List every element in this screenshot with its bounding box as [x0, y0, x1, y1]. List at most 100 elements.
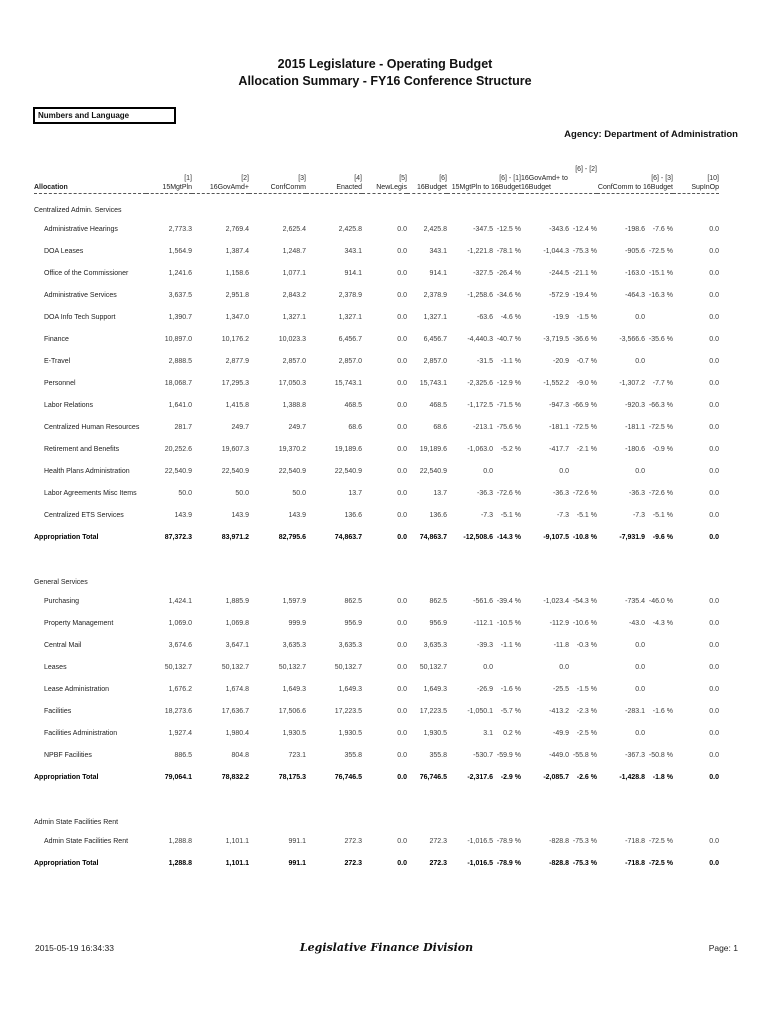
table-header: Allocation [1] 15MgtPln [2] 16GovAmd+ [3… — [34, 165, 736, 194]
cell-pct-2: -1.5 % — [576, 313, 597, 321]
cell-16budget: 13.7 — [433, 489, 447, 497]
cell-pct-3: -72.5 % — [648, 247, 673, 255]
cell-16budget: 76,746.5 — [419, 773, 447, 781]
cell-15mgtpln: 1,564.9 — [168, 247, 192, 255]
cell-pct-3: -1.6 % — [652, 707, 673, 715]
cell-diff-2: -1,044.3 — [543, 247, 569, 255]
cell-15mgtpln: 1,424.1 — [168, 597, 192, 605]
table-row: Retirement and Benefits 20,252.6 19,607.3 1… — [34, 438, 736, 460]
cell-supinop: 0.0 — [709, 619, 719, 627]
cell-15mgtpln: 50,132.7 — [164, 663, 192, 671]
cell-16govamd: 19,607.3 — [221, 445, 249, 453]
cell-16govamd: 17,636.7 — [221, 707, 249, 715]
cell-16budget: 862.5 — [429, 597, 447, 605]
cell-diff-2: 0.0 — [559, 467, 569, 475]
cell-pct-1: -59.9 % — [496, 751, 521, 759]
cell-newlegis: 0.0 — [397, 247, 407, 255]
table-row: Property Management 1,069.0 1,069.8 999.9 95… — [34, 612, 736, 634]
cell-pct-1: -75.6 % — [496, 423, 521, 431]
cell-diff-2: -244.5 — [549, 269, 569, 277]
table-row: Centralized Human Resources 281.7 249.7 249… — [34, 416, 736, 438]
cell-pct-1: -39.4 % — [496, 597, 521, 605]
cell-pct-1: -12.5 % — [496, 225, 521, 233]
cell-supinop: 0.0 — [709, 467, 719, 475]
row-label: Health Plans Administration — [44, 467, 130, 475]
cell-16govamd: 1,101.1 — [225, 859, 249, 867]
cell-16budget: 468.5 — [429, 401, 447, 409]
cell-diff-2: -36.3 — [553, 489, 569, 497]
cell-enacted: 136.6 — [344, 511, 362, 519]
cell-16budget: 50,132.7 — [419, 663, 447, 671]
cell-diff-1: -1,258.6 — [467, 291, 493, 299]
cell-supinop: 0.0 — [709, 247, 719, 255]
cell-diff-2: -828.8 — [549, 859, 569, 867]
cell-diff-1: -2,325.6 — [467, 379, 493, 387]
cell-supinop: 0.0 — [709, 445, 719, 453]
cell-16govamd: 1,158.6 — [225, 269, 249, 277]
cell-supinop: 0.0 — [709, 357, 719, 365]
cell-pct-2: -55.8 % — [572, 751, 597, 759]
cell-newlegis: 0.0 — [397, 685, 407, 693]
cell-diff-2: -947.3 — [549, 401, 569, 409]
cell-16budget: 19,189.6 — [419, 445, 447, 453]
cell-diff-3: -718.8 — [625, 859, 645, 867]
cell-15mgtpln: 1,069.0 — [168, 619, 192, 627]
cell-15mgtpln: 10,897.0 — [164, 335, 192, 343]
header-15mgtpln: [1] 15MgtPln — [146, 165, 192, 194]
cell-enacted: 1,930.5 — [338, 729, 362, 737]
row-label: Administrative Hearings — [44, 225, 118, 233]
cell-newlegis: 0.0 — [397, 533, 407, 541]
cell-16budget: 2,378.9 — [423, 291, 447, 299]
cell-diff-1: -213.1 — [473, 423, 493, 431]
cell-confcomm: 10,023.3 — [278, 335, 306, 343]
cell-newlegis: 0.0 — [397, 837, 407, 845]
cell-pct-3: -46.0 % — [648, 597, 673, 605]
cell-pct-1: -5.2 % — [500, 445, 521, 453]
cell-pct-3: -5.1 % — [652, 511, 673, 519]
cell-16govamd: 1,885.9 — [225, 597, 249, 605]
cell-diff-3: -7,931.9 — [619, 533, 645, 541]
cell-diff-2: -343.6 — [549, 225, 569, 233]
cell-diff-1: -63.6 — [477, 313, 493, 321]
header-16budget: [6] 16Budget — [407, 165, 447, 194]
cell-diff-2: -449.0 — [549, 751, 569, 759]
cell-diff-1: -1,016.5 — [467, 837, 493, 845]
appropriation-total-row: Appropriation Total 79,064.1 78,832.2 78,17… — [34, 766, 736, 788]
cell-pct-2: -2.1 % — [576, 445, 597, 453]
cell-newlegis: 0.0 — [397, 423, 407, 431]
cell-16budget: 1,327.1 — [423, 313, 447, 321]
appropriation-total-row: Appropriation Total 1,288.8 1,101.1 991.1 27… — [34, 852, 736, 874]
row-label: Lease Administration — [44, 685, 109, 693]
row-label: NPBF Facilities — [44, 751, 92, 759]
cell-pct-1: -71.5 % — [496, 401, 521, 409]
table-row: Lease Administration 1,676.2 1,674.8 1,649.… — [34, 678, 736, 700]
cell-diff-2: 0.0 — [559, 663, 569, 671]
cell-enacted: 355.8 — [344, 751, 362, 759]
cell-16budget: 136.6 — [429, 511, 447, 519]
row-label: Purchasing — [44, 597, 80, 605]
row-label: Appropriation Total — [34, 859, 99, 867]
table-row: Purchasing 1,424.1 1,885.9 1,597.9 862.5 0.0 8… — [34, 590, 736, 612]
report-title: 2015 Legislature - Operating Budget Allo… — [0, 0, 770, 90]
cell-pct-3: -15.1 % — [648, 269, 673, 277]
cell-supinop: 0.0 — [709, 269, 719, 277]
cell-enacted: 1,327.1 — [338, 313, 362, 321]
cell-diff-1: -7.3 — [480, 511, 493, 519]
cell-16budget: 68.6 — [433, 423, 447, 431]
header-16govamd: [2] 16GovAmd+ — [192, 165, 249, 194]
cell-diff-2: -572.9 — [549, 291, 569, 299]
cell-15mgtpln: 3,637.5 — [168, 291, 192, 299]
cell-diff-3: -718.8 — [625, 837, 645, 845]
cell-confcomm: 1,649.3 — [282, 685, 306, 693]
cell-diff-3: 0.0 — [635, 641, 645, 649]
cell-pct-3: -9.6 % — [652, 533, 673, 541]
cell-pct-1: -40.7 % — [496, 335, 521, 343]
cell-16govamd: 1,101.1 — [225, 837, 249, 845]
cell-diff-1: -1,221.8 — [467, 247, 493, 255]
cell-diff-2: -1,552.2 — [543, 379, 569, 387]
table-row: Facilities Administration 1,927.4 1,980.4 1… — [34, 722, 736, 744]
budget-table: Allocation [1] 15MgtPln [2] 16GovAmd+ [3… — [34, 165, 736, 874]
cell-supinop: 0.0 — [709, 641, 719, 649]
cell-pct-2: -72.6 % — [572, 489, 597, 497]
